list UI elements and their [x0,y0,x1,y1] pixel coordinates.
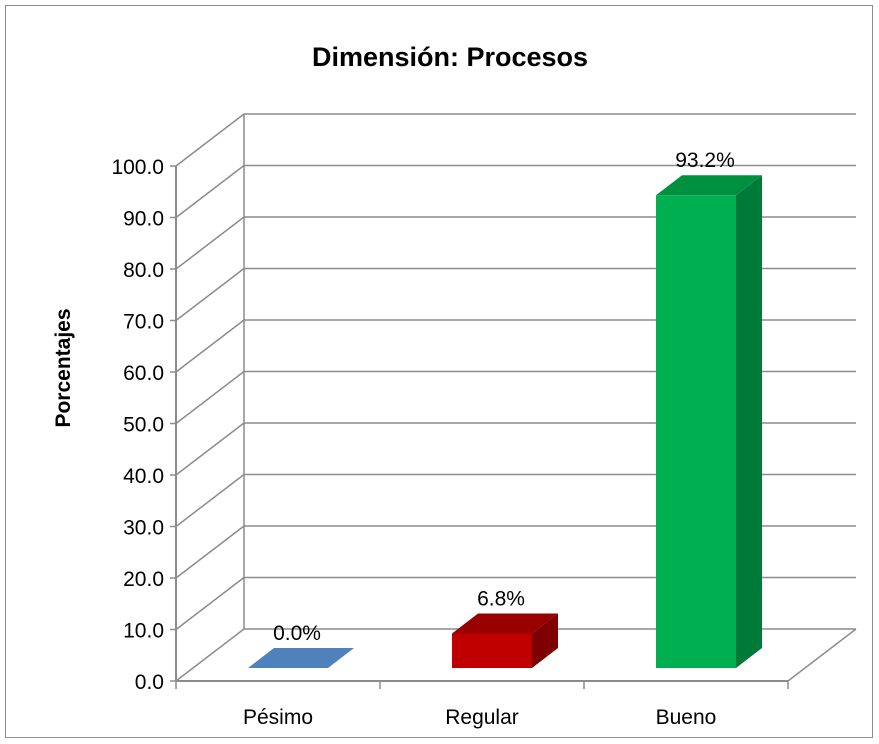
bar-chart: Dimensión: Procesos Porcentajes 0.0 10.0 2… [52,42,857,729]
bar-pésimo [248,648,354,668]
bar-front [452,633,532,668]
bar-top [248,648,354,668]
bar-top [452,613,558,634]
data-label: 93.2% [675,149,735,172]
gridline-side [175,525,245,579]
y-tick-label: 60.0 [123,362,164,385]
x-tick-label: Regular [445,706,519,729]
y-tick-label: 0.0 [135,671,164,694]
gridline-side [175,267,245,322]
data-label: 0.0% [273,622,321,645]
y-tick-label: 30.0 [123,517,164,540]
x-tick-label: Bueno [656,706,717,729]
bar-side [736,175,762,668]
y-axis-title: Porcentajes [52,308,75,427]
y-tick-label: 40.0 [123,465,164,488]
y-tick-label: 80.0 [123,259,164,282]
y-tick-label: 10.0 [123,620,164,643]
y-tick-label: 90.0 [123,208,164,231]
floor-right-edge [787,628,857,682]
bar-regular [452,613,558,668]
chart-frame: Dimensión: Procesos Porcentajes 0.0 10.0 2… [5,5,873,738]
bar-bueno [656,175,762,668]
bar-top [656,175,762,196]
gridline-side [175,216,245,270]
gridline-side [175,576,245,631]
gridline-side [175,473,245,528]
gridline-side [175,319,245,373]
bar-front [656,195,736,668]
data-label: 6.8% [477,588,525,611]
data-labels: 0.0% 6.8% 93.2% [273,149,735,645]
gridline-side [175,164,245,219]
y-axis-title-group: Porcentajes [52,308,75,427]
y-axis-ticks: 0.0 10.0 20.0 30.0 40.0 50.0 60.0 70.0 80.0 90.0 1… [111,156,176,694]
gridline-side [175,370,245,425]
y-tick-label: 20.0 [123,568,164,591]
gridline-side [175,628,245,682]
chart-title: Dimensión: Procesos [312,42,588,72]
bars [248,175,762,668]
y-tick-label: 100.0 [111,156,164,179]
x-tick-label: Pésimo [243,706,313,729]
x-axis: Pésimo Regular Bueno [175,628,857,729]
gridline-side [175,113,245,167]
y-tick-label: 50.0 [123,414,164,437]
y-tick-label: 70.0 [123,311,164,334]
bar-side [532,613,558,668]
gridline-side [175,422,245,476]
